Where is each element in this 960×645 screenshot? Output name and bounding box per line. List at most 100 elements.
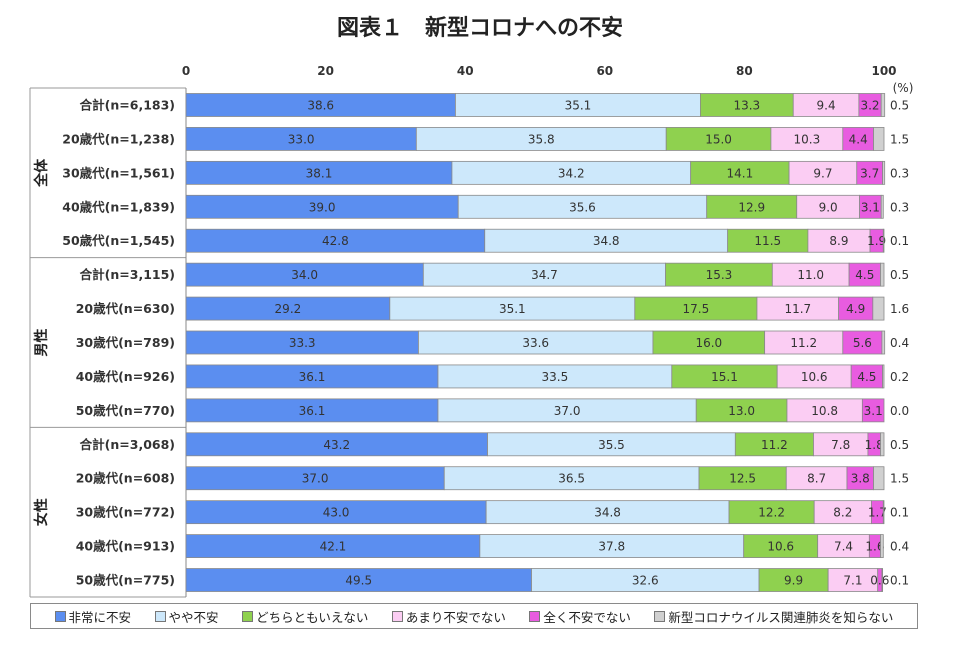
category-label: 40歳代(n=926) [76, 369, 175, 384]
data-label: 7.8 [831, 438, 850, 452]
legend-label: 新型コロナウイルス関連肺炎を知らない [668, 609, 894, 625]
data-label: 15.3 [706, 268, 733, 282]
data-label: 4.9 [846, 302, 865, 316]
legend-item: あまり不安でない [391, 607, 506, 626]
data-label: 9.4 [817, 99, 836, 113]
legend-item: 全く不安でない [529, 607, 631, 626]
legend-label: やや不安 [168, 609, 219, 625]
x-tick-label: 20 [317, 64, 334, 78]
bar-segment [880, 93, 886, 117]
data-label: 12.5 [729, 472, 756, 486]
bar-segment [882, 228, 885, 253]
data-label: 3.1 [861, 200, 880, 214]
data-label: 33.3 [289, 336, 316, 350]
data-label: 0.1 [890, 574, 909, 588]
data-label: 0.5 [890, 268, 909, 282]
data-label: 14.1 [727, 166, 754, 180]
category-label: 40歳代(n=913) [76, 539, 175, 554]
data-label: 11.0 [797, 268, 824, 282]
data-label: 35.1 [565, 99, 592, 113]
data-label: 37.8 [598, 540, 625, 554]
data-label: 0.3 [890, 166, 909, 180]
data-label: 13.0 [728, 404, 755, 418]
legend-swatch [54, 610, 66, 622]
data-label: 0.6 [870, 574, 889, 588]
category-label: 20歳代(n=608) [76, 471, 175, 486]
legend-swatch [242, 610, 254, 622]
data-label: 10.3 [794, 132, 821, 146]
data-label: 11.5 [754, 234, 781, 248]
bar-segment [881, 568, 884, 592]
legend-label: 非常に不安 [68, 609, 132, 625]
data-label: 42.1 [320, 540, 347, 554]
data-label: 43.0 [323, 506, 350, 520]
data-label: 36.1 [299, 404, 326, 418]
group-label: 女性 [33, 498, 50, 526]
data-label: 1.6 [890, 302, 909, 316]
data-label: 37.0 [554, 404, 581, 418]
data-label: 33.0 [288, 132, 315, 146]
data-label: 3.1 [864, 404, 883, 418]
data-label: 1.7 [868, 506, 887, 520]
data-label: 10.8 [811, 404, 838, 418]
data-label: 8.2 [833, 506, 852, 520]
data-label: 11.2 [790, 336, 817, 350]
data-label: 9.9 [784, 574, 803, 588]
data-label: 12.2 [758, 506, 785, 520]
chart-legend: 非常に不安 やや不安 どちらともいえない あまり不安でない 全く不安でない 新型… [30, 603, 918, 629]
data-label: 36.1 [299, 370, 326, 384]
data-label: 3.2 [860, 99, 879, 113]
bar-segment [882, 160, 886, 185]
data-label: 43.2 [323, 438, 350, 452]
category-label: 40歳代(n=1,839) [62, 199, 175, 214]
data-label: 35.1 [499, 302, 526, 316]
x-tick-label: 80 [736, 64, 753, 78]
data-label: 10.6 [767, 540, 794, 554]
data-label: 15.1 [711, 370, 738, 384]
category-label: 20歳代(n=1,238) [62, 131, 175, 146]
unit-label: (%) [893, 81, 914, 95]
data-label: 4.5 [855, 268, 874, 282]
data-label: 16.0 [695, 336, 722, 350]
data-label: 1.9 [867, 234, 886, 248]
legend-item: やや不安 [154, 607, 219, 626]
category-label: 合計(n=6,183) [80, 98, 175, 113]
category-label: 合計(n=3,068) [80, 437, 175, 452]
bar-segment [880, 194, 884, 219]
bar-segment [872, 296, 885, 321]
data-label: 1.8 [865, 438, 884, 452]
data-label: 49.5 [345, 574, 372, 588]
legend-swatch [529, 610, 541, 622]
data-label: 9.0 [819, 200, 838, 214]
data-label: 0.1 [890, 234, 909, 248]
category-label: 50歳代(n=1,545) [62, 233, 175, 248]
data-label: 34.8 [593, 234, 620, 248]
x-tick-label: 100 [871, 64, 896, 78]
bar-segment [880, 534, 884, 558]
data-label: 34.2 [558, 166, 585, 180]
legend-item: どちらともいえない [242, 607, 368, 626]
data-label: 0.3 [890, 200, 909, 214]
data-label: 9.7 [813, 166, 832, 180]
data-label: 0.5 [890, 438, 909, 452]
data-label: 1.6 [865, 540, 884, 554]
bar-segment [873, 127, 885, 151]
category-label: 30歳代(n=772) [76, 505, 175, 520]
data-label: 0.2 [890, 370, 909, 384]
legend-swatch [154, 610, 166, 622]
data-label: 38.1 [306, 166, 333, 180]
data-label: 0.0 [890, 404, 909, 418]
data-label: 29.2 [275, 302, 302, 316]
data-label: 42.8 [322, 234, 349, 248]
category-label: 30歳代(n=1,561) [62, 165, 175, 180]
x-tick-label: 40 [457, 64, 474, 78]
data-label: 33.6 [522, 336, 549, 350]
data-label: 13.3 [733, 99, 760, 113]
data-label: 7.1 [843, 574, 862, 588]
data-label: 7.4 [834, 540, 853, 554]
x-tick-label: 0 [182, 64, 190, 78]
legend-swatch [391, 610, 403, 622]
category-label: 50歳代(n=775) [76, 573, 175, 588]
category-label: 20歳代(n=630) [76, 301, 175, 316]
